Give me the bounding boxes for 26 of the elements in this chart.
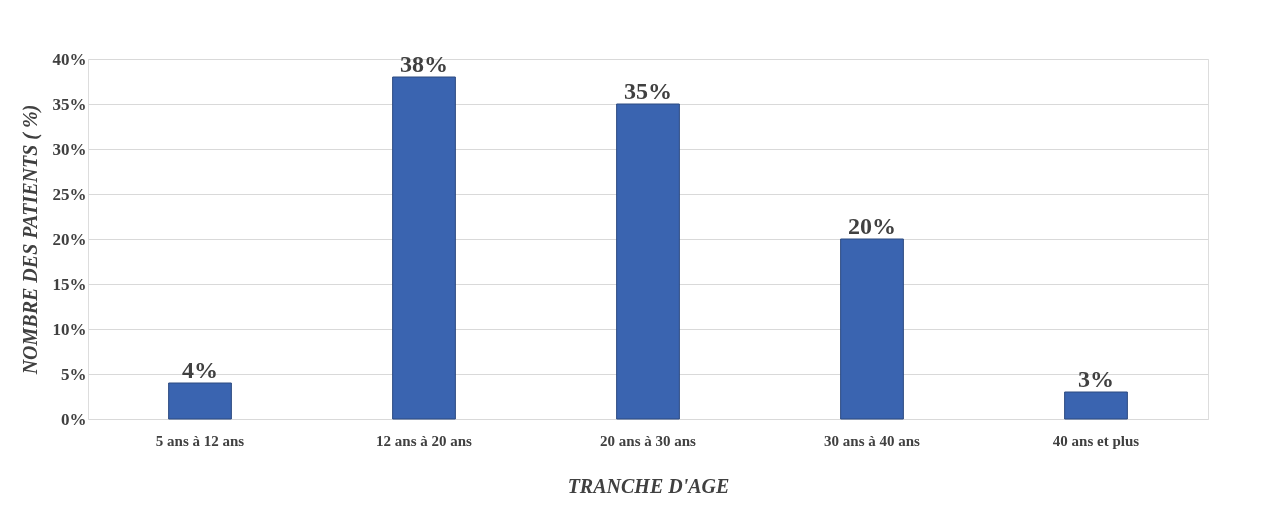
data-label: 4%: [182, 357, 218, 383]
data-label: 38%: [400, 51, 448, 77]
y-tick-label: 0%: [61, 409, 87, 429]
bar: [168, 382, 232, 420]
x-tick-label: 40 ans et plus: [1052, 432, 1140, 449]
x-tick-label: 12 ans à 20 ans: [376, 432, 473, 449]
x-tick-label: 5 ans à 12 ans: [155, 432, 245, 449]
x-tick-label: 30 ans à 40 ans: [824, 432, 921, 449]
y-tick-label: 35%: [52, 94, 87, 114]
data-label: 3%: [1078, 366, 1114, 392]
y-tick-label: 15%: [52, 274, 87, 294]
y-tick-label: 10%: [52, 319, 87, 339]
y-tick-label: 25%: [52, 184, 87, 204]
bar: [392, 76, 456, 420]
y-tick-label: 40%: [52, 49, 87, 69]
y-tick-label: 5%: [61, 364, 87, 384]
x-tick-label: 20 ans à 30 ans: [600, 432, 697, 449]
y-axis-title: NOMBRE DES PATIENTS ( %): [18, 104, 42, 376]
y-tick-label: 30%: [52, 139, 87, 159]
data-label: 20%: [848, 213, 896, 239]
data-label: 35%: [624, 78, 672, 104]
y-tick-label: 20%: [52, 229, 87, 249]
bar: [616, 103, 680, 420]
bar: [1064, 391, 1128, 420]
bar: [840, 238, 904, 420]
x-axis-title: TRANCHE D'AGE: [567, 474, 730, 497]
